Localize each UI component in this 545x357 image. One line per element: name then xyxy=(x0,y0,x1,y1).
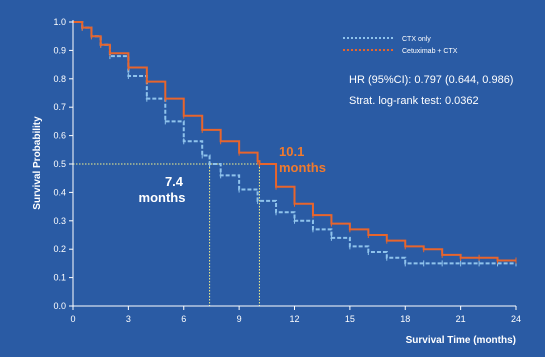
hr-annotation: HR (95%CI): 0.797 (0.644, 0.986) xyxy=(349,74,513,86)
y-tick-label-2: 0.2 xyxy=(53,244,66,254)
ticks-layer: 0 3 6 9 12 15 18 21 24 0.0 0.1 0.2 0.3 0.4 0.5 0.6 0.7 0.… xyxy=(53,17,521,324)
y-tick-label-5: 0.5 xyxy=(53,159,66,169)
x-axis-title: Survival Time (months) xyxy=(406,335,516,346)
y-tick-label-8: 0.8 xyxy=(53,74,66,84)
series-layer xyxy=(73,21,517,267)
x-tick-label-0: 0 xyxy=(70,314,75,324)
logrank-annotation: Strat. log-rank test: 0.0362 xyxy=(349,95,479,107)
y-tick-label-9: 0.9 xyxy=(53,45,66,55)
guide-layer xyxy=(73,163,260,306)
x-tick-label-24: 24 xyxy=(511,314,521,324)
y-tick-label-3: 0.3 xyxy=(53,216,66,226)
y-tick-label-7: 0.7 xyxy=(53,102,66,112)
legend-label-cetuximab-ctx: Cetuximab + CTX xyxy=(402,48,458,55)
x-tick-label-6: 6 xyxy=(181,314,186,324)
y-tick-label-4: 0.4 xyxy=(53,187,66,197)
ctx-median-value: 7.4 xyxy=(165,174,184,189)
legend: CTX only Cetuximab + CTX xyxy=(343,36,458,55)
ctx-median-unit: months xyxy=(139,190,186,205)
x-tick-label-12: 12 xyxy=(289,314,299,324)
x-tick-label-21: 21 xyxy=(456,314,466,324)
y-tick-label-6: 0.6 xyxy=(53,131,66,141)
x-tick-label-15: 15 xyxy=(345,314,355,324)
y-tick-label-0: 0.0 xyxy=(53,301,66,311)
x-tick-label-18: 18 xyxy=(400,314,410,324)
x-tick-label-9: 9 xyxy=(237,314,242,324)
cetux-median-value: 10.1 xyxy=(279,144,304,159)
x-tick-label-3: 3 xyxy=(126,314,131,324)
cetux-median-unit: months xyxy=(279,160,326,175)
y-tick-label-1: 0.1 xyxy=(53,273,66,283)
y-tick-label-10: 1.0 xyxy=(53,17,66,27)
legend-label-ctx-only: CTX only xyxy=(402,36,431,43)
y-axis-title: Survival Probability xyxy=(32,116,43,210)
